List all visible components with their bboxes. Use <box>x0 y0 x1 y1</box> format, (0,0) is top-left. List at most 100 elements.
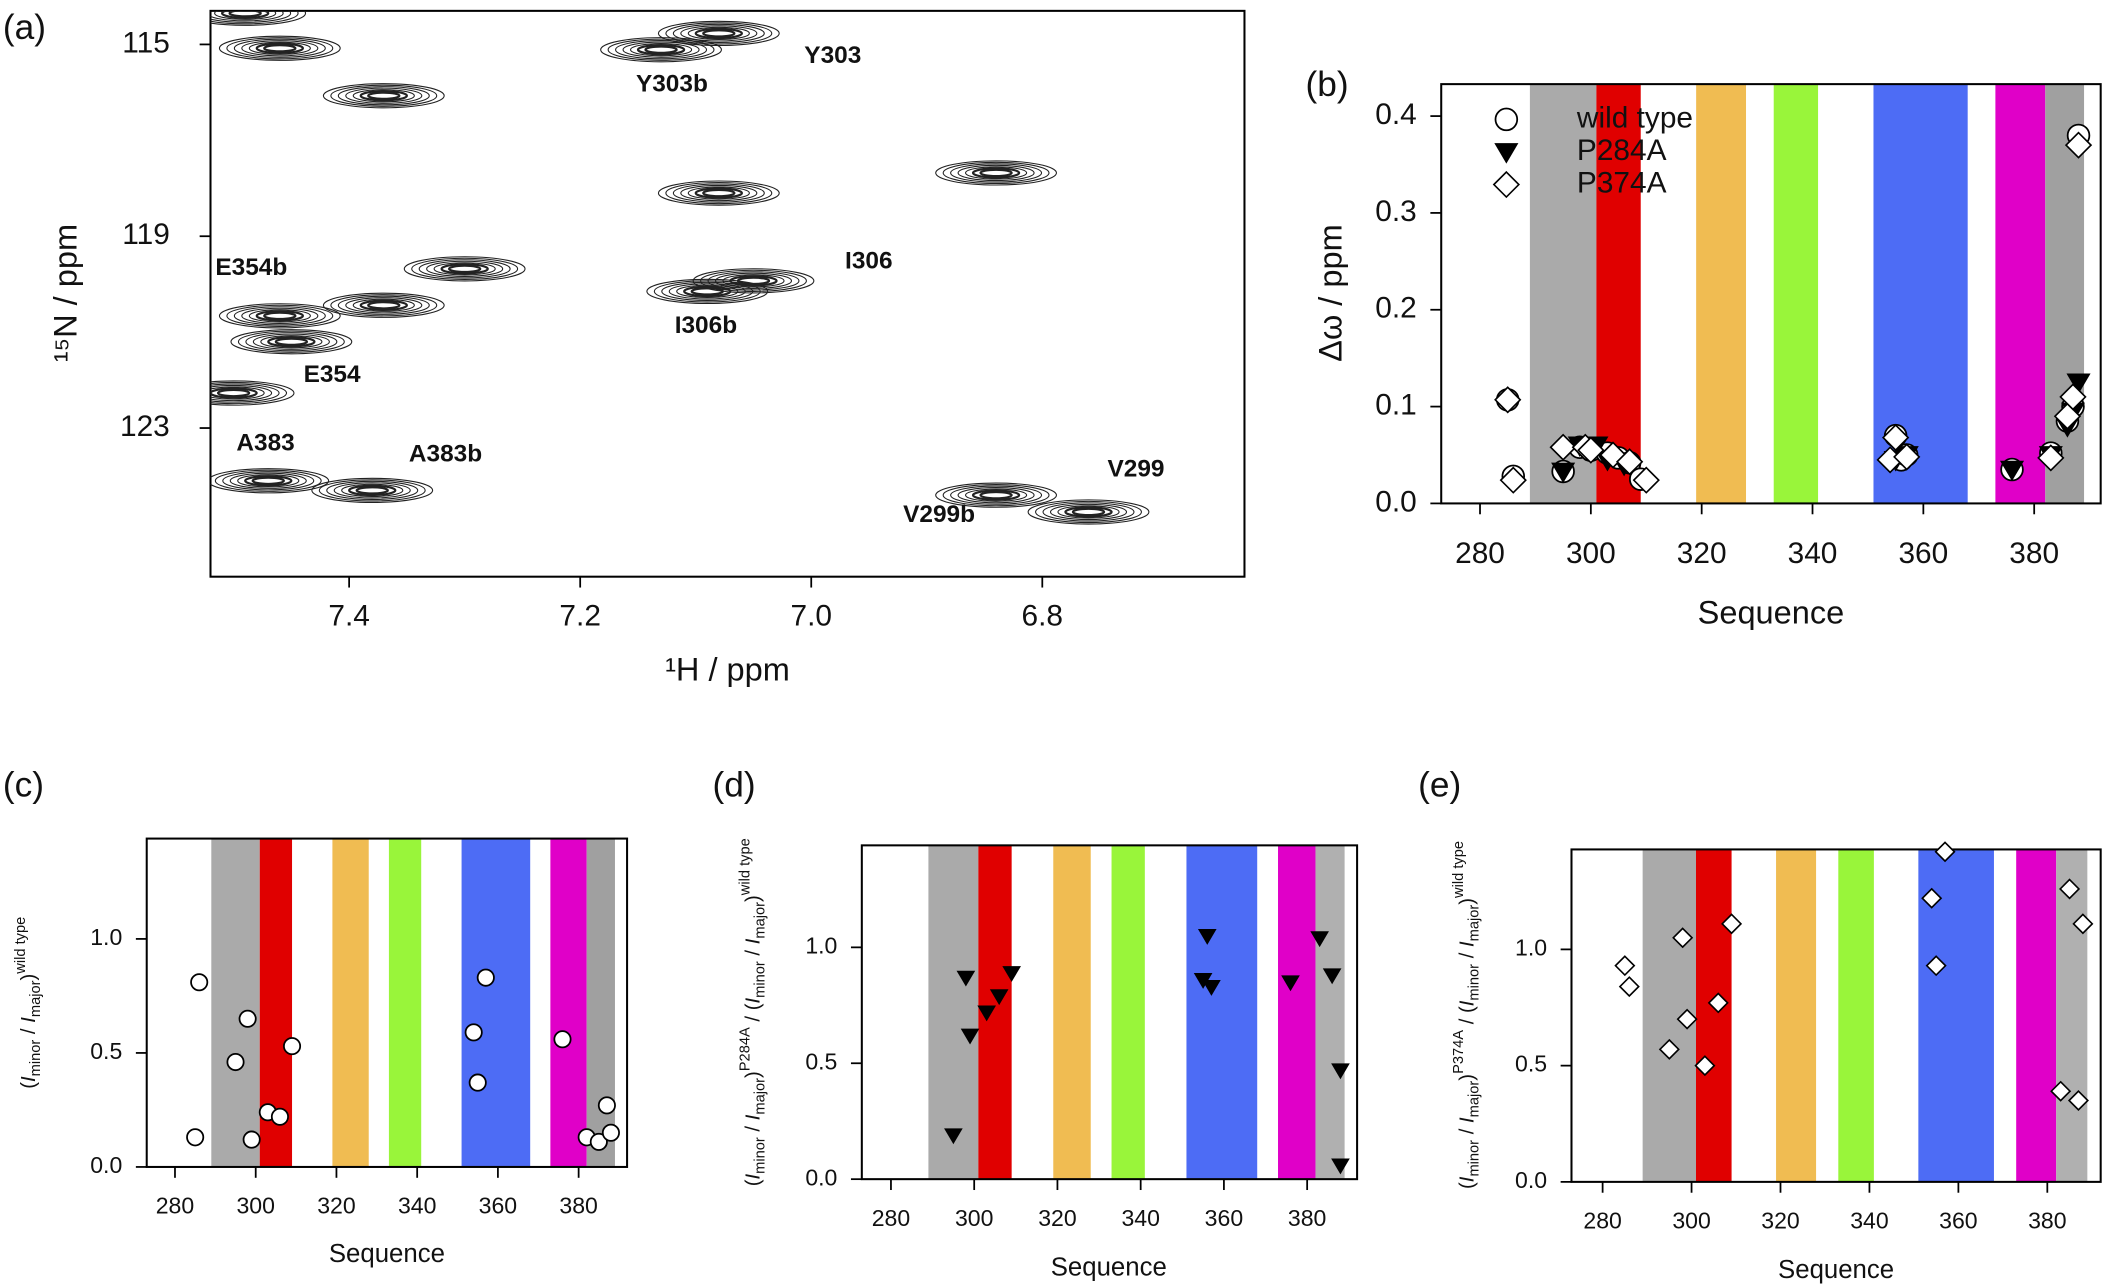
contour-ring <box>228 10 262 18</box>
plot-frame <box>1440 83 2102 505</box>
x-tick-label: 360 <box>1898 537 1948 570</box>
marker-circle <box>238 1009 257 1028</box>
marker-diamond <box>2059 383 2087 411</box>
y-axis-label-part: minor <box>1466 1140 1482 1177</box>
x-tick-label: 7.4 <box>328 599 370 632</box>
marker-diamond <box>1494 386 1522 414</box>
x-tick-label: 280 <box>156 1193 194 1219</box>
marker-diamond <box>1707 992 1729 1014</box>
y-axis-label-part: P284A <box>737 1027 753 1071</box>
contour-ring <box>702 188 736 198</box>
y-axis-label: Δω / ppm <box>1312 224 1348 362</box>
peak-label: Y303b <box>636 70 708 97</box>
x-tick-label: 380 <box>2009 537 2059 570</box>
panel-label: (c) <box>3 765 44 804</box>
x-tick-label: 380 <box>2028 1208 2066 1234</box>
contours <box>210 10 1150 525</box>
contour-ring <box>226 37 334 60</box>
x-tick-label: 320 <box>1038 1205 1076 1231</box>
y-axis-label-part: I <box>743 1114 765 1120</box>
marker-diamond <box>1925 955 1947 977</box>
contour-ring <box>957 164 1035 182</box>
contour-ring <box>1071 507 1106 517</box>
contour-ring <box>965 488 1028 502</box>
peak-label: V299b <box>903 501 975 528</box>
x-tick-label: 360 <box>1939 1208 1977 1234</box>
y-axis-label-part: wild type <box>737 838 753 896</box>
contour-ring <box>352 89 415 103</box>
x-tick-label: 280 <box>1583 1208 1621 1234</box>
marker-triangle <box>956 970 976 987</box>
peak <box>646 278 769 304</box>
peak <box>657 180 780 206</box>
contour-ring <box>665 22 773 45</box>
contour-ring <box>702 29 736 38</box>
panel: (c)280 300 320 340 360 3800.00.51.0Sequence(I… <box>3 765 629 1268</box>
contour-ring <box>210 384 273 402</box>
contour-ring <box>971 489 1021 501</box>
contour-ring <box>636 43 686 56</box>
y-axis-label-part: ( <box>18 1082 40 1089</box>
contour-ring <box>687 186 750 200</box>
y-axis-label-part: ) <box>743 895 765 902</box>
contour-ring <box>665 181 773 205</box>
contour-ring <box>683 285 732 298</box>
region <box>1838 849 1874 1182</box>
contour-ring <box>690 287 724 296</box>
marker-diamond <box>2053 402 2082 430</box>
y-axis-label-part: I <box>1457 1117 1479 1123</box>
contour-ring <box>1064 506 1113 518</box>
peak <box>210 468 330 494</box>
contour-ring <box>965 166 1028 180</box>
contour-ring <box>694 27 743 40</box>
contour-ring <box>979 490 1013 500</box>
peak-label: E354b <box>215 254 287 281</box>
contour-ring <box>672 183 765 203</box>
x-tick-label: 300 <box>236 1193 274 1219</box>
region <box>1776 849 1817 1182</box>
y-tick-label: 0.0 <box>1515 1167 1547 1193</box>
x-tick-label: 380 <box>559 1193 597 1219</box>
y-axis-label-part: minor <box>28 1040 44 1077</box>
y-axis-label-part: ) <box>1457 1074 1479 1081</box>
contour-ring <box>355 486 389 495</box>
legend-label: P284A <box>1577 134 1667 167</box>
y-axis-label-part: major <box>1466 1081 1482 1118</box>
x-axis-label: ¹H / ppm <box>665 651 790 687</box>
peak <box>210 380 295 406</box>
contour-ring <box>1049 503 1128 521</box>
contour-ring <box>229 472 307 489</box>
marker-diamond <box>1721 913 1743 935</box>
y-tick-label: 123 <box>120 410 170 443</box>
y-axis-label-part: / <box>1457 947 1479 964</box>
x-tick-label: 340 <box>1850 1208 1888 1234</box>
peak <box>230 329 353 355</box>
y-axis-label-part: I <box>1457 1176 1479 1182</box>
marker-triangle <box>989 989 1009 1006</box>
peak-label: Y303 <box>804 42 861 69</box>
contour-ring <box>440 263 489 275</box>
marker-diamond <box>2064 131 2093 159</box>
marker-circle <box>464 1023 483 1042</box>
y-tick-label: 0.0 <box>1375 485 1417 518</box>
x-tick-label: 320 <box>317 1193 355 1219</box>
marker-diamond <box>1676 1008 1698 1030</box>
peak-label: I306 <box>845 247 893 274</box>
x-tick-label: 7.0 <box>790 599 832 632</box>
y-axis-label-part: major <box>1466 905 1482 942</box>
y-axis-label-part: wild type <box>1451 841 1467 899</box>
y-tick-label: 119 <box>122 218 170 251</box>
y-axis-label-part: / ( <box>1457 1006 1479 1030</box>
contour-ring <box>260 335 323 349</box>
x-tick-label: 7.2 <box>559 599 601 632</box>
contour-ring <box>418 259 511 279</box>
peak-label: I306b <box>675 312 737 339</box>
y-tick-label: 0.3 <box>1375 195 1417 228</box>
contour-ring <box>348 484 397 497</box>
contour-ring <box>661 281 754 302</box>
region <box>2016 849 2057 1182</box>
x-tick-label: 360 <box>479 1193 517 1219</box>
marker-triangle <box>1999 460 2025 482</box>
marker-diamond <box>1599 441 1627 469</box>
peak <box>935 160 1058 186</box>
